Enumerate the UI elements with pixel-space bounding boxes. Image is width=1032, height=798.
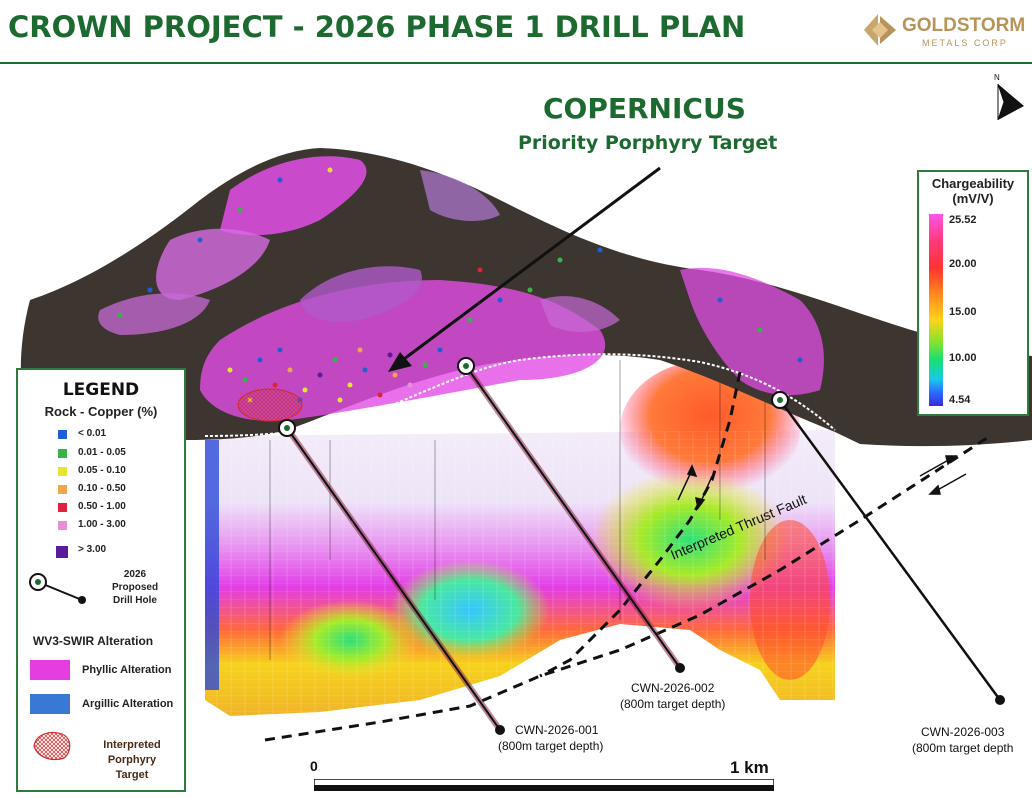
rock-copper-label: > 3.00 [78,544,107,555]
phyllic-label: Phyllic Alteration [82,664,172,676]
porphyry-legend-line: Interpreted [103,739,161,751]
rock-copper-label: < 0.01 [78,428,107,439]
chargeability-tick: 25.52 [949,214,977,226]
alteration-title: WV3-SWIR Alteration [32,634,154,648]
chargeability-tick: 20.00 [949,258,977,270]
rock-copper-label: 0.05 - 0.10 [78,465,126,476]
drill-hole-id: CWN-2026-003 [921,725,1005,739]
rock-copper-swatch [58,430,67,439]
rock-copper-swatch [58,521,67,530]
drill-hole-depth: (800m target depth [912,741,1014,755]
target-name: COPERNICUS [543,92,746,125]
porphyry-target-legend-label: Interpreted Porphyry Target [90,738,174,783]
rock-copper-label: 0.01 - 0.05 [78,447,126,458]
logo-subtitle: METALS CORP [922,38,1008,48]
porphyry-legend-line: Target [115,769,149,781]
rock-copper-swatch [58,485,67,494]
drill-hole-legend-line: Drill Hole [113,595,157,606]
north-arrow-label: N [994,73,1000,82]
drill-hole-legend-icon [29,573,86,604]
drill-hole-label: CWN-2026-002 (800m target depth) [620,680,725,712]
drill-plan-3d-model [20,148,1032,742]
drill-hole-id: CWN-2026-001 [515,723,599,737]
argillic-swatch [30,694,70,714]
north-arrow-icon: N [994,73,1024,121]
chargeability-title-line1: Chargeability [931,176,1015,191]
argillic-label: Argillic Alteration [82,698,174,710]
chargeability-title: Chargeability (mV/V) [919,176,1027,206]
rock-copper-label: 0.10 - 0.50 [78,483,126,494]
drill-hole-label: CWN-2026-001 (800m target depth) [498,722,603,754]
logo-mark-icon [864,14,896,46]
chargeability-tick: 10.00 [949,352,977,364]
rock-copper-label: 1.00 - 3.00 [78,519,126,530]
porphyry-legend-line: Porphyry [107,754,157,766]
scale-bar-end: 1 km [730,758,769,777]
page-title: CROWN PROJECT - 2026 PHASE 1 DRILL PLAN [8,10,746,44]
company-logo: GOLDSTORM METALS CORP [862,10,1030,54]
target-subtitle: Priority Porphyry Target [518,132,778,154]
legend-title: LEGEND [62,380,140,400]
chargeability-color-bar [929,214,943,406]
rock-copper-title: Rock - Copper (%) [44,404,158,419]
drill-hole-label: CWN-2026-003 (800m target depth [912,724,1013,756]
chargeability-scale: Chargeability (mV/V) 25.52 20.00 15.00 1… [917,170,1029,416]
rock-copper-swatch [56,546,68,558]
drill-hole-legend-line: 2026 [123,569,147,580]
chargeability-tick: 15.00 [949,306,977,318]
phyllic-swatch [30,660,70,680]
drill-hole-id: CWN-2026-002 [631,681,715,695]
porphyry-target-legend-icon [33,731,71,761]
drill-hole-depth: (800m target depth) [498,739,604,753]
chargeability-title-line2: (mV/V) [952,191,994,206]
drill-hole-legend-label: 2026 Proposed Drill Hole [100,568,170,607]
drill-hole-depth: (800m target depth) [620,697,726,711]
scale-bar-start: 0 [310,758,318,774]
rock-copper-swatch [58,503,67,512]
drill-hole-legend-line: Proposed [111,582,159,593]
chargeability-tick: 4.54 [949,394,971,406]
rock-copper-swatch [58,467,67,476]
rock-copper-swatch [58,449,67,458]
logo-name: GOLDSTORM [902,15,1026,36]
header-banner: CROWN PROJECT - 2026 PHASE 1 DRILL PLAN … [0,0,1032,64]
scale-bar [314,779,774,791]
rock-copper-label: 0.50 - 1.00 [78,501,126,512]
